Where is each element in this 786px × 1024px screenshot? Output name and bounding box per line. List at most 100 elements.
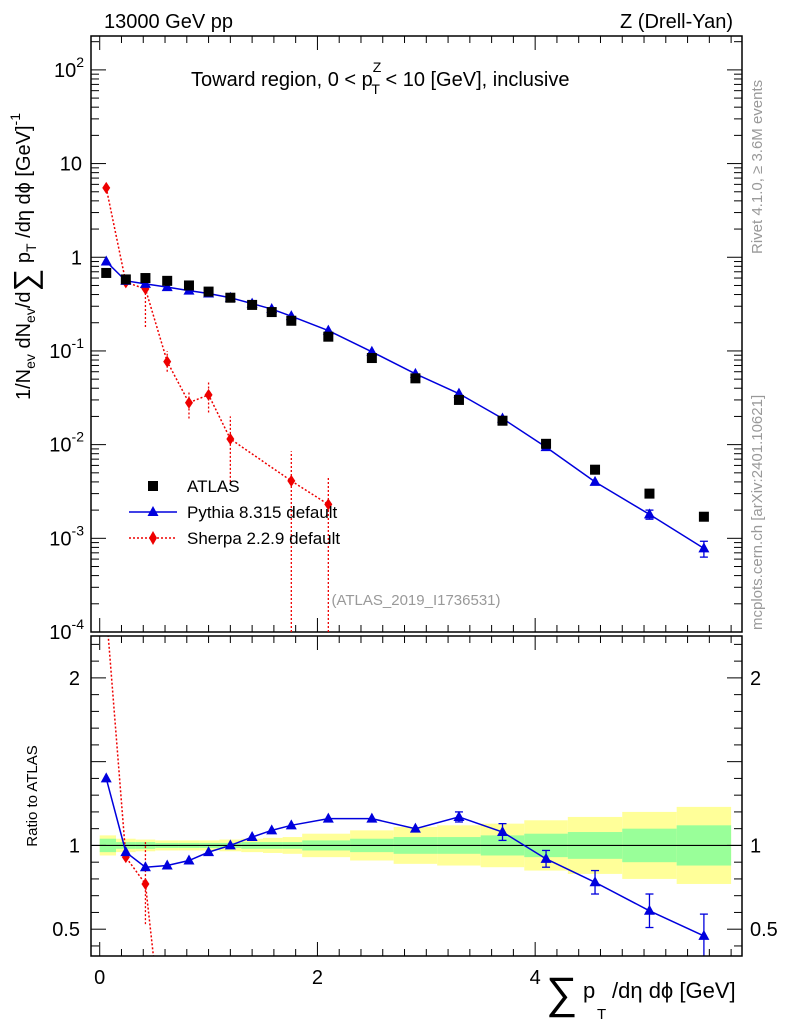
tick-exp: -1 xyxy=(72,335,85,351)
header-right: Z (Drell-Yan) xyxy=(620,11,733,33)
main-y-tick-label: 1 xyxy=(71,247,82,269)
sherpa-line xyxy=(105,187,329,506)
pythia-ratio-point xyxy=(453,810,465,821)
legend-label-data: ATLAS xyxy=(187,477,240,496)
atlas-point xyxy=(453,394,464,405)
tick-base: 10 xyxy=(54,60,76,82)
tick-exp: -4 xyxy=(72,616,85,632)
x-tick-label: 0 xyxy=(94,967,105,989)
ylabel-ratio: Ratio to ATLAS xyxy=(24,745,41,846)
region-sub: T xyxy=(371,81,380,97)
main-y-tick-label: 102 xyxy=(54,54,84,82)
xlabel: ∑ p T /dη dϕ [GeV] xyxy=(546,969,736,1023)
ratio-y-tick-label-right: 0.5 xyxy=(750,919,778,941)
x-tick-label: 2 xyxy=(312,967,323,989)
ratio-frame xyxy=(90,635,743,957)
pythia-ratio-point xyxy=(285,819,297,830)
atlas-point xyxy=(140,273,151,284)
tick-exp: -3 xyxy=(72,522,85,538)
sherpa-point xyxy=(226,432,235,445)
pythia-ratio-point xyxy=(100,772,112,783)
atlas-point xyxy=(590,464,601,475)
pythia-point xyxy=(161,281,173,292)
atlas-point xyxy=(120,274,131,285)
ratio-y-tick-label-left: 2 xyxy=(69,668,80,690)
ratio-y-tick-label-right: 2 xyxy=(750,668,761,690)
sherpa-point xyxy=(102,181,111,194)
legend-label-sherpa: Sherpa 2.2.9 default xyxy=(187,529,340,548)
tick-base: 10 xyxy=(49,622,71,644)
sherpa-ratio-point xyxy=(141,877,150,890)
atlas-point xyxy=(225,292,236,303)
region-title: Toward region, 0 < pZ T < 10 [GeV], inclu… xyxy=(191,59,569,97)
atlas-point xyxy=(203,286,214,297)
atlas-point xyxy=(101,267,112,278)
atlas-point xyxy=(183,280,194,291)
legend-marker-data xyxy=(148,481,158,491)
xlabel-p: p xyxy=(583,978,595,1003)
legend-label-pythia: Pythia 8.315 default xyxy=(187,503,338,522)
sherpa-point xyxy=(163,355,172,368)
tick-exp: -2 xyxy=(72,429,85,445)
region-prefix: Toward region, 0 < p xyxy=(191,69,373,91)
ratio-y-tick-label-left: 1 xyxy=(69,835,80,857)
header-left: 13000 GeV pp xyxy=(104,11,233,33)
atlas-point xyxy=(541,438,552,449)
x-tick-label: 4 xyxy=(530,967,541,989)
main-y-tick-label: 10-1 xyxy=(49,335,84,363)
atlas-point xyxy=(366,353,377,364)
xlabel-rest: /dη dϕ [GeV] xyxy=(612,978,736,1003)
pythia-point xyxy=(589,475,601,486)
ratio-y-tick-label-left: 0.5 xyxy=(52,919,80,941)
region-suffix: < 10 [GeV], inclusive xyxy=(380,69,570,91)
legend: ATLAS Pythia 8.315 default Sherpa 2.2.9 … xyxy=(129,477,340,548)
main-ticks xyxy=(91,36,742,633)
pythia-ratio-point xyxy=(409,822,421,833)
pythia-ratio-point xyxy=(203,846,215,857)
sherpa-point xyxy=(287,474,296,487)
main-y-tick-label: 10-3 xyxy=(49,522,84,550)
ratio-ticks xyxy=(91,636,742,956)
tick-base: 10 xyxy=(49,435,71,457)
sherpa-point xyxy=(204,388,213,401)
main-content xyxy=(100,181,710,632)
atlas-point xyxy=(497,415,508,426)
atlas-point xyxy=(323,331,334,342)
atlas-point xyxy=(162,275,173,286)
pythia-ratio-point xyxy=(120,846,132,857)
xlabel-sub: T xyxy=(597,1006,606,1023)
ratio-y-tick-labels: 0.5 0.5 1 1 2 2 xyxy=(52,668,778,941)
main-y-tick-label: 10-2 xyxy=(49,429,84,457)
ratio-y-tick-label-right: 1 xyxy=(750,835,761,857)
pythia-ratio-point xyxy=(589,876,601,887)
legend-marker-pythia xyxy=(147,506,159,516)
region-sup: Z xyxy=(373,59,382,75)
pythia-ratio-point xyxy=(266,824,278,835)
rivet-note: Rivet 4.1.0, ≥ 3.6M events xyxy=(749,80,766,254)
atlas-point xyxy=(410,373,421,384)
ylabel-main: 1/Nev dNev/d∑ pT /dη dϕ [GeV]-1 xyxy=(7,113,43,400)
tick-exp: 2 xyxy=(76,54,84,70)
pythia-point xyxy=(698,542,710,553)
xlabel-sigma: ∑ xyxy=(546,969,577,1018)
legend-marker-sherpa xyxy=(149,531,157,545)
ratio-panel: 0.5 0.5 1 1 2 2 0 2 4 xyxy=(52,635,778,989)
pythia-ratio-point xyxy=(161,859,173,870)
pythia-point xyxy=(643,508,655,519)
pythia-ratio-point xyxy=(183,854,195,865)
atlas-point xyxy=(247,299,258,310)
sherpa-point xyxy=(184,396,193,409)
pythia-ratio-point xyxy=(698,929,710,940)
main-frame xyxy=(90,35,743,633)
main-y-tick-label: 10-4 xyxy=(49,616,84,644)
sherpa-point xyxy=(324,498,333,511)
pythia-ratio-point xyxy=(497,826,509,837)
atlas-point xyxy=(644,488,655,499)
pythia-ratio-point xyxy=(643,904,655,915)
pythia-ratio-point xyxy=(540,852,552,863)
atlas-point xyxy=(266,307,277,318)
pythia-ratio-point xyxy=(139,861,151,872)
